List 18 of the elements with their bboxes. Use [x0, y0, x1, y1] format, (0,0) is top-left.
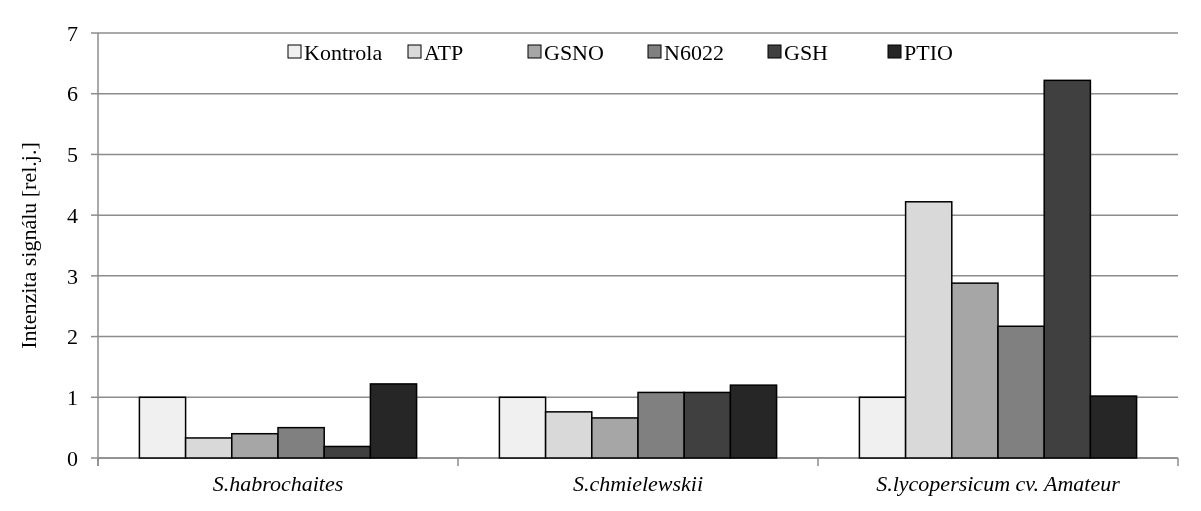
y-tick-label: 4	[67, 202, 78, 228]
x-tick-label: S.lycopersicum cv. Amateur	[876, 471, 1121, 496]
y-tick-label: 6	[67, 81, 78, 107]
y-tick-label: 7	[67, 20, 78, 46]
y-tick-label: 0	[67, 445, 78, 471]
y-axis-title: Intenzita signálu [rel.j.]	[16, 142, 41, 349]
x-tick-label: S.habrochaites	[212, 471, 344, 496]
x-tick-label: S.chmielewskii	[572, 471, 704, 496]
legend-label: GSH	[784, 39, 829, 65]
legend-label: PTIO	[904, 39, 953, 65]
legend-label: ATP	[424, 39, 464, 65]
y-tick-label: 5	[67, 142, 78, 168]
legend-label: Kontrola	[304, 39, 383, 65]
y-tick-label: 1	[67, 384, 78, 410]
legend-label: GSNO	[544, 39, 604, 65]
y-tick-label: 3	[67, 263, 78, 289]
legend-label: N6022	[664, 39, 724, 65]
y-tick-label: 2	[67, 324, 78, 350]
